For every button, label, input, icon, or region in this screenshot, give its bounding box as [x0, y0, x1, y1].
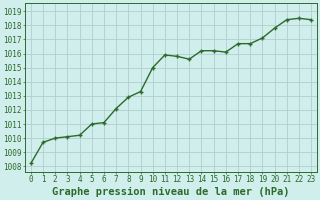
X-axis label: Graphe pression niveau de la mer (hPa): Graphe pression niveau de la mer (hPa): [52, 187, 290, 197]
